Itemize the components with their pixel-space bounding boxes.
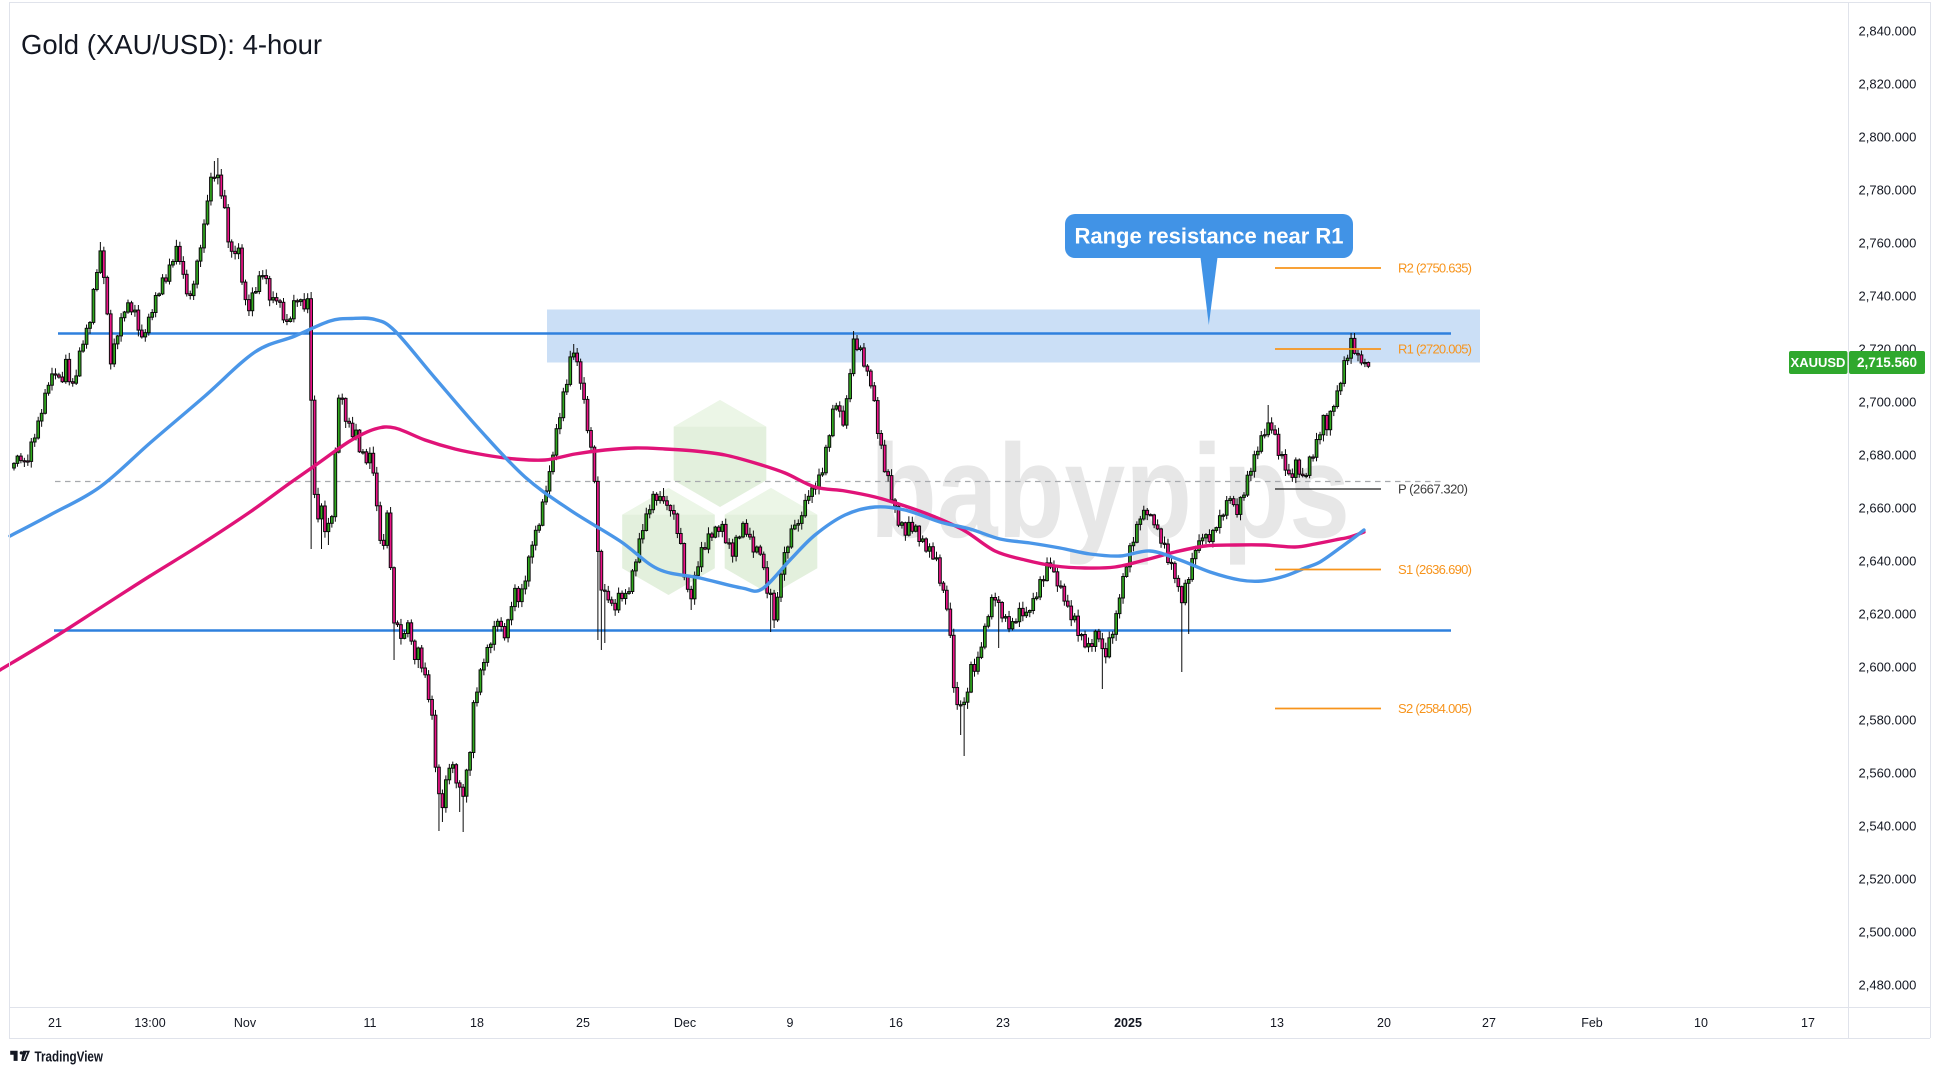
svg-text:27: 27 — [1482, 1016, 1496, 1030]
svg-text:11: 11 — [364, 1016, 377, 1030]
svg-text:2,620.000: 2,620.000 — [1859, 607, 1917, 622]
svg-text:XAUUSD: XAUUSD — [1791, 355, 1846, 370]
svg-text:13: 13 — [1270, 1016, 1284, 1030]
svg-text:2,715.560: 2,715.560 — [1857, 355, 1917, 370]
svg-text:R2 (2750.635): R2 (2750.635) — [1398, 261, 1472, 276]
svg-text:S2 (2584.005): S2 (2584.005) — [1398, 701, 1472, 716]
svg-text:2,560.000: 2,560.000 — [1859, 766, 1917, 781]
svg-text:9: 9 — [787, 1016, 794, 1030]
svg-text:babypips: babypips — [870, 418, 1350, 566]
svg-text:2,760.000: 2,760.000 — [1859, 236, 1917, 251]
svg-text:18: 18 — [470, 1016, 484, 1030]
svg-text:2025: 2025 — [1114, 1016, 1142, 1030]
svg-text:2,580.000: 2,580.000 — [1859, 713, 1917, 728]
svg-text:Range resistance near R1: Range resistance near R1 — [1074, 224, 1343, 249]
svg-text:2,600.000: 2,600.000 — [1859, 660, 1917, 675]
svg-text:2,540.000: 2,540.000 — [1859, 819, 1917, 834]
svg-text:P (2667.320): P (2667.320) — [1398, 482, 1468, 497]
svg-text:Nov: Nov — [234, 1016, 257, 1030]
svg-text:2,700.000: 2,700.000 — [1859, 395, 1917, 410]
svg-text:2,660.000: 2,660.000 — [1859, 501, 1917, 516]
svg-text:25: 25 — [576, 1016, 590, 1030]
svg-text:17: 17 — [1801, 1016, 1815, 1030]
svg-text:2,820.000: 2,820.000 — [1859, 77, 1917, 92]
svg-text:Feb: Feb — [1581, 1016, 1603, 1030]
svg-text:20: 20 — [1377, 1016, 1391, 1030]
svg-text:23: 23 — [996, 1016, 1010, 1030]
svg-text:2,640.000: 2,640.000 — [1859, 554, 1917, 569]
svg-text:10: 10 — [1694, 1016, 1708, 1030]
svg-text:16: 16 — [889, 1016, 903, 1030]
svg-text:2,680.000: 2,680.000 — [1859, 448, 1917, 463]
svg-text:13:00: 13:00 — [134, 1016, 165, 1030]
svg-text:2,840.000: 2,840.000 — [1859, 24, 1917, 39]
svg-text:2,780.000: 2,780.000 — [1859, 183, 1917, 198]
svg-text:2,740.000: 2,740.000 — [1859, 289, 1917, 304]
svg-text:R1 (2720.005): R1 (2720.005) — [1398, 342, 1472, 357]
svg-text:21: 21 — [48, 1016, 62, 1030]
svg-text:2,500.000: 2,500.000 — [1859, 925, 1917, 940]
svg-text:TradingView: TradingView — [35, 1048, 104, 1065]
svg-text:Gold (XAU/USD): 4-hour: Gold (XAU/USD): 4-hour — [21, 29, 322, 60]
svg-text:2,520.000: 2,520.000 — [1859, 872, 1917, 887]
svg-text:2,800.000: 2,800.000 — [1859, 130, 1917, 145]
svg-text:Dec: Dec — [674, 1016, 696, 1030]
svg-text:2,480.000: 2,480.000 — [1859, 978, 1917, 993]
svg-text:S1 (2636.690): S1 (2636.690) — [1398, 562, 1472, 577]
